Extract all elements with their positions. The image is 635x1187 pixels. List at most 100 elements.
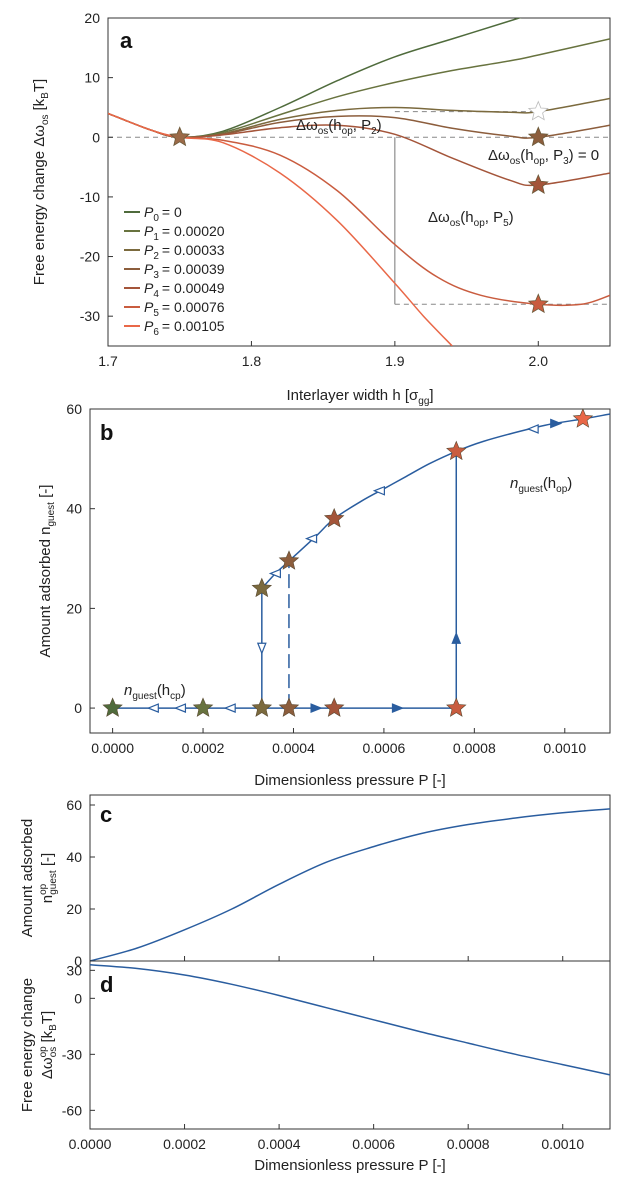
b-sub1: guest [132,691,157,702]
pressure-state-star [251,577,273,598]
y-tick-label: 0 [74,953,82,969]
panel-d-xlabel: Dimensionless pressure P [-] [254,1157,445,1174]
panel-b-letter: b [100,420,113,445]
adsorption-arrow [451,631,462,644]
x-tick-label: 0.0002 [163,1136,206,1152]
x-tick-label: 0.0006 [352,1136,395,1152]
legend-p: P [144,242,154,258]
y-tick-label: 60 [66,797,82,813]
b-close: ) [567,475,572,492]
legend-p: P [144,318,154,334]
x-tick-label: 2.0 [529,353,549,369]
a-main: Δω [428,209,450,226]
a-sub3: 5 [503,218,509,229]
a-end: , P [353,117,371,134]
energy-minimum-star [527,126,549,147]
x-tick-label: 0.0000 [91,740,134,756]
y-tick-label: -30 [80,308,100,324]
branch-label: nguest(hcp) [124,682,186,702]
desorption-arrow [268,568,281,579]
panel-c-letter: c [100,802,112,827]
y-tick-label: 60 [66,401,82,417]
legend-p: P [144,280,154,296]
panel-d-ylabel-line1: Free energy change [19,978,36,1112]
desorption-arrow [372,485,385,496]
panel-b-frame [89,408,611,734]
x-tick-label: 1.7 [98,353,118,369]
legend-entry: P3 = 0.00039 [144,261,225,281]
panel-d: d 0 -30 -60 30 0.0000 0.0002 0.0004 0.0006 0.000… [19,960,611,1174]
legend-value: = 0.00049 [162,280,225,296]
panel-a: a Δωos(hop, P2)Δωos(hop, P3) = 0Δωos(hop… [31,10,611,407]
legend-value: = 0.00076 [162,299,225,315]
desorption-arrow [526,424,539,434]
y-tick-label: 0 [92,129,100,145]
open-pore-adsorption-line [89,808,611,962]
legend-value: = 0.00020 [162,223,225,239]
legend-p: P [144,261,154,277]
legend-entry: P0 = 0 [144,204,182,224]
pressure-state-star [278,550,300,570]
legend-sub: 5 [153,308,159,319]
x-tick-label: 1.8 [242,353,262,369]
legend-sub: 2 [153,251,159,262]
legend-entry: P5 = 0.00076 [144,299,225,319]
energy-minimum-star [527,173,549,194]
legend-sub: 3 [153,270,159,281]
y-tick-label: -10 [80,189,100,205]
a-main: Δω [488,147,510,164]
b-main: n [124,682,132,699]
desorption-arrow [256,642,267,655]
series-0-line [108,18,522,139]
a-main: Δω [296,117,318,134]
a-close: ) [509,209,514,226]
x-tick-label: 0.0000 [69,1136,112,1152]
y-tick-label: 10 [84,70,100,86]
a-sub1: os [318,126,329,137]
a-sub3: 3 [563,156,569,167]
a-sub2: op [342,126,354,137]
desorption-arrow [173,703,187,713]
legend-entry: P4 = 0.00049 [144,280,225,300]
legend-value: = 0.00105 [162,318,225,334]
a-close: ) [377,117,382,134]
y-tick-label: 0 [74,990,82,1006]
panel-a-ylabel: Free energy change Δωos[kBT] [31,79,51,285]
panel-c: c 60 40 20 0 Amount adsorbed nopguest [-] [19,794,611,969]
y-tick-label: 20 [84,10,100,26]
energy-minimum-star [527,293,549,314]
panel-a-frame [107,17,611,347]
x-tick-label: 0.0010 [543,740,586,756]
panel-a-letter: a [120,28,133,53]
b-mid: (h [543,475,556,492]
b-mid: (h [157,682,170,699]
legend-entry: P2 = 0.00033 [144,242,225,262]
pressure-state-star [192,697,214,717]
annotation-label: Δωos(hop, P5) [428,209,514,229]
pressure-state-star [323,697,345,717]
open-pore-free-energy-line [89,963,611,1076]
legend-entry: P1 = 0.00020 [144,223,225,243]
y-tick-label: 40 [66,501,82,517]
legend-value: = 0 [162,204,182,220]
pressure-state-star [446,440,467,461]
a-mid: (h [328,117,341,134]
panel-c-ylabel-line1: Amount adsorbed [19,819,36,937]
a-sub1: os [510,156,521,167]
adsorption-arrow [550,418,563,429]
y-tick-label: -30 [62,1046,82,1062]
legend-p: P [144,223,154,239]
desorption-arrow [304,533,318,544]
pressure-state-star [278,697,300,717]
b-sub2: cp [170,691,181,702]
x-tick-label: 1.9 [385,353,405,369]
legend-value: = 0.00039 [162,261,225,277]
a-sub2: op [474,218,486,229]
a-end: , P [545,147,563,164]
x-tick-label: 0.0006 [362,740,405,756]
open-pore-branch [261,413,611,589]
x-tick-label: 0.0010 [541,1136,584,1152]
adsorption-arrow [391,703,405,713]
a-mid: (h [460,209,473,226]
b-close: ) [181,682,186,699]
